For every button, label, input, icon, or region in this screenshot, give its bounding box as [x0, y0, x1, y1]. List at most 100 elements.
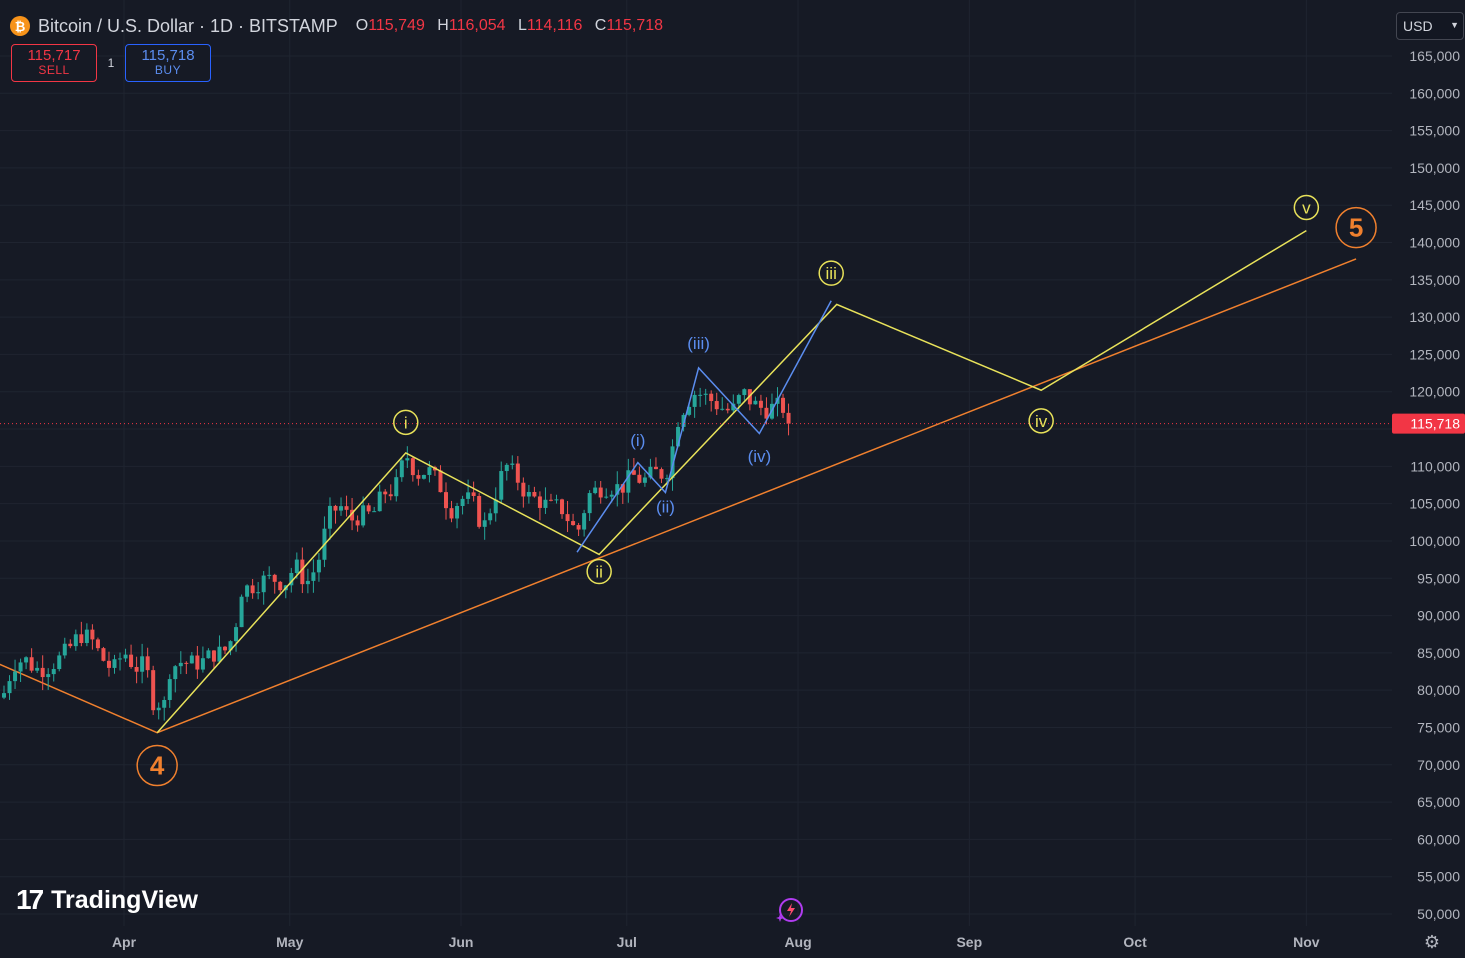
price-tick-label: 130,000 [1409, 309, 1460, 325]
candle-body [764, 407, 769, 419]
sell-button[interactable]: 115,717 SELL [11, 44, 97, 82]
wave-label-circle [136, 744, 178, 787]
candle-body [90, 629, 95, 640]
candle-body [427, 467, 432, 475]
candle-body [195, 655, 200, 670]
candle-body [35, 667, 40, 671]
candle-body [394, 477, 399, 497]
candle-body [786, 412, 791, 424]
wave-label-ii: ii [595, 563, 603, 582]
candle-body [653, 466, 658, 470]
candle-body [615, 484, 620, 495]
price-tick-label: 110,000 [1410, 458, 1460, 474]
candle-body [438, 470, 443, 493]
candle-body [250, 585, 255, 594]
price-tick-label: 165,000 [1409, 48, 1460, 64]
candle-body [659, 469, 664, 479]
assistant-spark-icon[interactable] [775, 896, 803, 924]
price-tick-label: 55,000 [1417, 869, 1460, 885]
ohlc-high-value: 116,054 [448, 17, 506, 34]
candle-body [510, 463, 515, 465]
wave-label-circle [1293, 194, 1320, 221]
candle-body [609, 494, 614, 497]
candle-body [145, 656, 150, 671]
candle-body [720, 408, 725, 410]
candle-body [383, 491, 388, 495]
candle-body [13, 671, 18, 682]
wave-label-circle [393, 409, 419, 436]
candle-body [499, 471, 504, 500]
currency-select[interactable]: USD ▼ [1396, 12, 1464, 40]
candle-body [189, 655, 194, 664]
candle-body [444, 492, 448, 509]
candle-body [62, 643, 67, 656]
candle-body [129, 654, 134, 667]
wave-label-(iii): (iii) [687, 334, 710, 353]
price-tick-label: 120,000 [1409, 384, 1460, 400]
chart-grid [0, 0, 1392, 926]
candle-body [228, 641, 233, 651]
ohlc-low-value: 114,116 [526, 17, 583, 34]
wave-label-circle [1335, 206, 1377, 249]
candle-body [289, 572, 294, 586]
candle-body [206, 650, 211, 659]
brand-name: TradingView [51, 885, 198, 914]
price-tick-label: 80,000 [1417, 682, 1460, 698]
symbol-title[interactable]: Bitcoin / U.S. Dollar · 1D · BITSTAMP [38, 15, 338, 36]
sell-label: SELL [38, 63, 70, 77]
tradingview-logo[interactable]: 17 TradingView [16, 884, 198, 916]
candle-body [604, 496, 609, 498]
buy-price: 115,718 [141, 47, 195, 64]
yellow-wave-line [156, 229, 1307, 734]
candle-body [333, 505, 338, 511]
trade-panel: 115,717 SELL 1 115,718 BUY [11, 44, 211, 82]
candle-body [642, 477, 647, 483]
candle-body [311, 572, 316, 581]
candle-body [554, 499, 559, 501]
chevron-down-icon: ▼ [1450, 20, 1459, 30]
candle-body [714, 401, 719, 410]
gear-icon[interactable]: ⚙ [1423, 931, 1441, 952]
last-price-label: 115,718 [1410, 416, 1460, 432]
last-price-line: 115,718 [0, 413, 1465, 434]
candle-body [493, 499, 498, 514]
buy-label: BUY [154, 63, 182, 77]
candle-body [731, 403, 736, 411]
candle-body [167, 679, 172, 700]
candle-body [184, 662, 189, 664]
candle-body [95, 639, 100, 649]
price-tick-label: 140,000 [1409, 235, 1460, 251]
price-axis[interactable]: 50,000 55,000 60,000 65,000 70,000 75,000 80,0… [1409, 48, 1460, 922]
candle-body [305, 580, 310, 585]
price-tick-label: 65,000 [1417, 794, 1460, 810]
quantity-value[interactable]: 1 [107, 56, 115, 70]
candle-body [620, 484, 625, 493]
ohlc-open-value: 115,749 [368, 17, 425, 34]
candle-body [178, 662, 183, 667]
candle-body [421, 474, 426, 479]
bitcoin-icon[interactable]: ₿ [10, 16, 30, 36]
candle-body [101, 648, 106, 661]
buy-button[interactable]: 115,718 BUY [125, 44, 211, 82]
candle-body [173, 666, 178, 680]
candle-body [162, 699, 167, 708]
wave-label-circle [1028, 408, 1054, 434]
candle-body [29, 657, 34, 671]
time-axis[interactable]: Apr May Jun Jul Aug Sep Oct Nov [112, 934, 1320, 950]
candle-body [294, 559, 299, 573]
candle-body [593, 487, 598, 494]
candle-body [416, 475, 421, 479]
candle-body [134, 666, 139, 672]
candle-body [455, 505, 460, 519]
candle-body [151, 670, 156, 711]
candle-body [316, 559, 321, 573]
wave-label-(i): (i) [630, 431, 645, 450]
time-tick-label: Nov [1293, 934, 1320, 950]
candle-body [123, 654, 128, 659]
candle-body [234, 627, 239, 642]
ohlc-close-value: 115,718 [606, 17, 664, 34]
candlestick-series [2, 387, 791, 721]
sell-price: 115,717 [27, 47, 81, 64]
price-tick-label: 70,000 [1417, 757, 1460, 773]
